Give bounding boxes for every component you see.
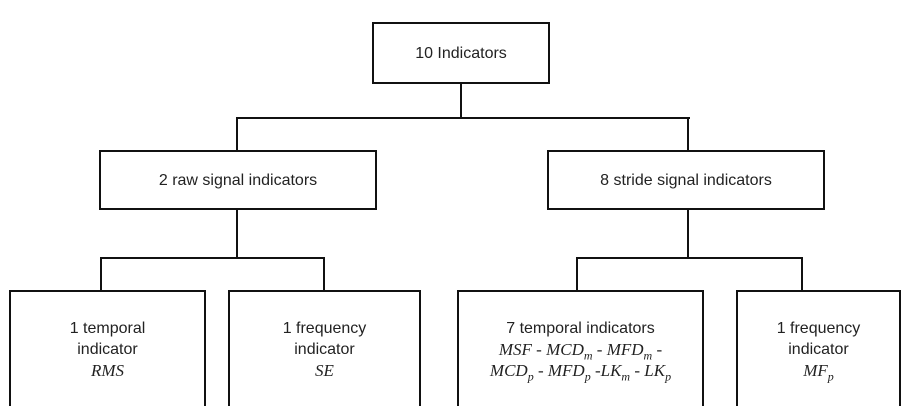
math-symbol: MFD [547, 361, 585, 380]
math-subscript: p [527, 369, 534, 384]
leaf-box: 1 frequency indicator MFp [736, 290, 901, 406]
math-subscript: m [583, 348, 593, 363]
group-box: 2 raw signal indicators [99, 150, 377, 210]
connector [100, 257, 102, 291]
math-subscript: m [643, 348, 653, 363]
node-label: 10 Indicators [415, 44, 507, 62]
math-line: SE [315, 360, 334, 381]
connector [323, 257, 325, 291]
math-symbol: SE [315, 361, 334, 380]
node-label: 2 raw signal indicators [158, 171, 318, 189]
connector [801, 257, 803, 291]
node-label: 8 stride signal indicators [600, 171, 772, 189]
node-text: indicator [294, 341, 355, 358]
group-box: 8 stride signal indicators [547, 150, 825, 210]
math-symbol: - [592, 340, 607, 359]
node-text: indicator [788, 341, 849, 358]
math-symbol: MCD [546, 340, 584, 359]
connector [576, 257, 803, 259]
math-symbol: LK [644, 361, 666, 380]
math-subscript: p [827, 369, 834, 384]
node-text: 7 temporal indicators [506, 320, 655, 337]
leaf-box: 7 temporal indicators MSF - MCDm - MFDm -… [457, 290, 704, 406]
math-symbol: - [590, 361, 601, 380]
math-symbol: - [652, 340, 663, 359]
math-subscript: m [621, 369, 631, 384]
connector [687, 209, 689, 259]
root-box: 10 Indicators [372, 22, 550, 84]
math-symbol: MSF [498, 340, 532, 359]
math-subscript: p [584, 369, 591, 384]
connector [236, 117, 238, 151]
connector [687, 117, 689, 151]
math-line: RMS [91, 360, 124, 381]
math-symbol: MCD [489, 361, 528, 380]
math-symbol: - [533, 361, 548, 380]
math-subscript: p [665, 369, 672, 384]
math-symbol: - [531, 340, 547, 359]
connector [100, 257, 325, 259]
node-text: indicator [77, 341, 138, 358]
math-symbol: MFD [606, 340, 644, 359]
math-symbol: RMS [90, 361, 125, 380]
connector [236, 117, 690, 119]
node-text: 1 frequency [776, 320, 861, 337]
math-symbol: LK [600, 361, 622, 380]
leaf-box: 1 frequency indicator SE [228, 290, 421, 406]
math-symbol: - [630, 361, 645, 380]
math-line: MFp [803, 360, 834, 384]
math-line: MSF - MCDm - MFDm - [498, 339, 663, 363]
math-symbol: MF [803, 361, 828, 380]
leaf-box: 1 temporal indicator RMS [9, 290, 206, 406]
node-text: 1 frequency [282, 320, 367, 337]
node-text: 1 temporal [69, 320, 146, 337]
math-line: MCDp - MFDp -LKm - LKp [489, 360, 672, 384]
connector [576, 257, 578, 291]
connector [236, 209, 238, 259]
connector [460, 83, 462, 119]
